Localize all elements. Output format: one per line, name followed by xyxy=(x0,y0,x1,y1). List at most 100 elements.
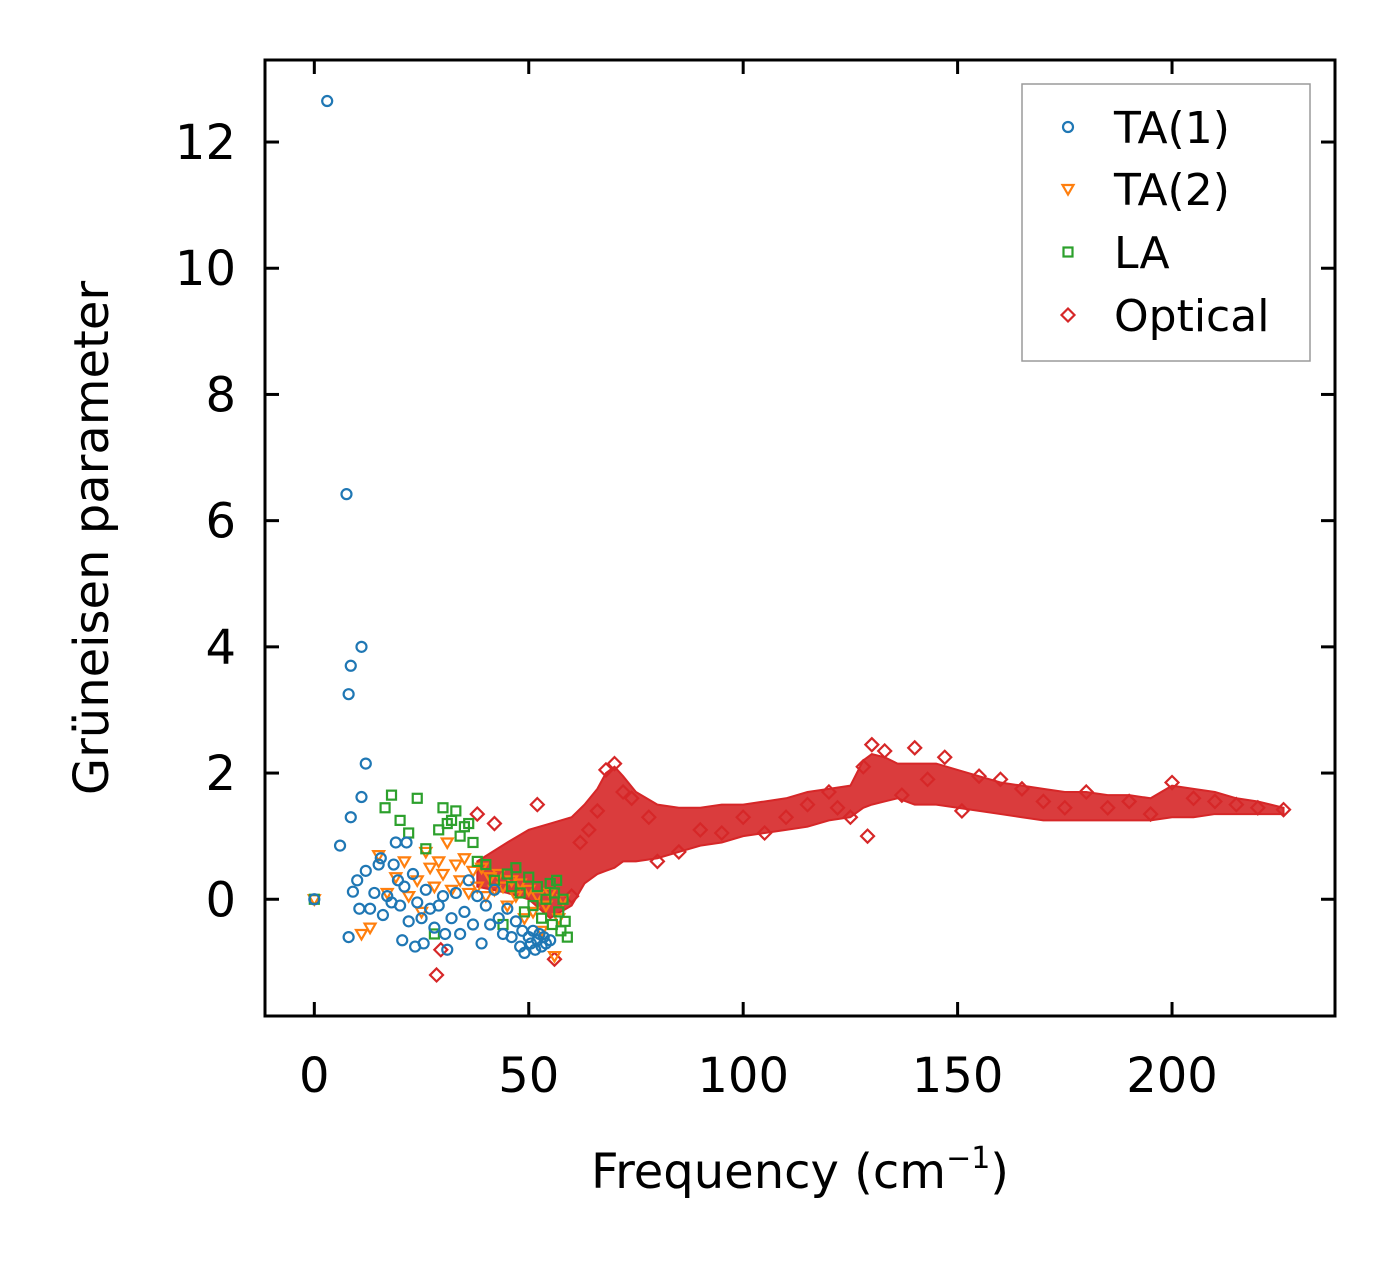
data-point xyxy=(432,941,449,958)
data-point xyxy=(546,918,558,931)
data-point xyxy=(548,887,561,899)
data-point xyxy=(778,809,795,826)
data-point xyxy=(401,891,417,904)
data-point xyxy=(623,790,640,807)
data-points xyxy=(306,94,1292,984)
data-point xyxy=(342,931,355,944)
x-axis-label: Frequency (cm−1) xyxy=(591,1141,1009,1200)
data-point xyxy=(557,893,569,905)
x-tick-label: 100 xyxy=(697,1048,789,1104)
y-axis-label: Grüneisen parameter xyxy=(64,281,120,796)
data-point xyxy=(544,934,557,947)
data-point xyxy=(531,881,543,893)
y-tick-label: 2 xyxy=(205,746,236,802)
data-point xyxy=(1228,796,1245,813)
data-point xyxy=(486,815,503,832)
x-tick-label: 50 xyxy=(498,1048,559,1104)
data-point xyxy=(561,931,573,943)
data-point xyxy=(580,821,597,838)
data-point xyxy=(379,802,391,814)
data-point xyxy=(374,852,387,865)
data-point xyxy=(640,809,657,826)
data-point xyxy=(1078,783,1095,801)
y-tick-label: 4 xyxy=(205,620,236,676)
data-point xyxy=(467,836,479,849)
legend-marker-optical xyxy=(1059,306,1077,324)
data-point xyxy=(527,899,539,912)
legend-marker-ta2 xyxy=(1060,183,1076,197)
data-point xyxy=(529,796,546,813)
data-point xyxy=(402,915,415,928)
data-point xyxy=(419,883,432,896)
legend-label-ta2: TA(2) xyxy=(1113,165,1230,216)
data-point xyxy=(488,883,501,896)
data-point xyxy=(495,881,511,895)
data-point xyxy=(426,881,442,895)
data-point xyxy=(1275,801,1292,818)
data-point xyxy=(863,736,880,753)
data-point xyxy=(518,906,531,918)
data-point xyxy=(435,868,451,882)
data-point xyxy=(670,843,687,860)
data-point xyxy=(1056,799,1073,816)
y-tick-label: 10 xyxy=(175,241,236,297)
x-tick-label: 0 xyxy=(299,1048,330,1104)
data-point xyxy=(450,805,462,817)
data-point xyxy=(346,885,360,898)
data-point xyxy=(458,905,471,918)
data-point xyxy=(372,858,385,871)
data-point xyxy=(387,858,400,871)
data-point xyxy=(606,755,623,772)
data-point xyxy=(439,837,455,851)
data-point xyxy=(420,843,432,855)
data-point xyxy=(441,943,454,956)
data-point xyxy=(1185,790,1202,807)
data-point xyxy=(449,886,462,900)
data-point xyxy=(351,874,364,887)
y-tick-label: 6 xyxy=(205,494,236,550)
data-point xyxy=(756,824,773,842)
data-point xyxy=(551,874,563,886)
data-point xyxy=(518,946,531,959)
data-point xyxy=(333,839,347,852)
legend-markers xyxy=(1059,120,1077,324)
data-point xyxy=(876,742,893,760)
data-point xyxy=(501,902,514,915)
data-point xyxy=(394,814,406,826)
data-point xyxy=(461,887,477,901)
data-point xyxy=(391,874,405,887)
data-point xyxy=(344,811,357,824)
data-point xyxy=(385,789,398,801)
data-point xyxy=(368,886,381,900)
data-point xyxy=(462,874,475,887)
data-point xyxy=(510,862,522,874)
data-point xyxy=(953,802,970,819)
data-point xyxy=(342,688,355,701)
data-point xyxy=(411,792,423,804)
y-tick-label: 0 xyxy=(205,872,236,928)
data-point xyxy=(536,912,548,924)
axes-frame xyxy=(263,58,1337,1018)
data-point xyxy=(615,783,632,801)
data-point xyxy=(505,881,518,893)
data-point xyxy=(1249,799,1266,816)
data-point xyxy=(1206,793,1223,810)
data-point xyxy=(855,758,872,775)
data-point xyxy=(415,912,428,925)
data-point xyxy=(547,950,562,964)
data-point xyxy=(505,931,518,944)
data-point xyxy=(469,806,486,823)
series-ta1 xyxy=(308,94,557,959)
data-point xyxy=(355,640,368,653)
data-point xyxy=(480,858,492,871)
data-point xyxy=(344,659,357,672)
data-point xyxy=(432,899,445,912)
data-point xyxy=(359,864,372,877)
data-point xyxy=(454,830,466,842)
data-point xyxy=(820,783,838,801)
data-point xyxy=(393,899,407,912)
data-point xyxy=(428,921,441,934)
data-point xyxy=(454,927,467,941)
data-point xyxy=(389,836,402,849)
